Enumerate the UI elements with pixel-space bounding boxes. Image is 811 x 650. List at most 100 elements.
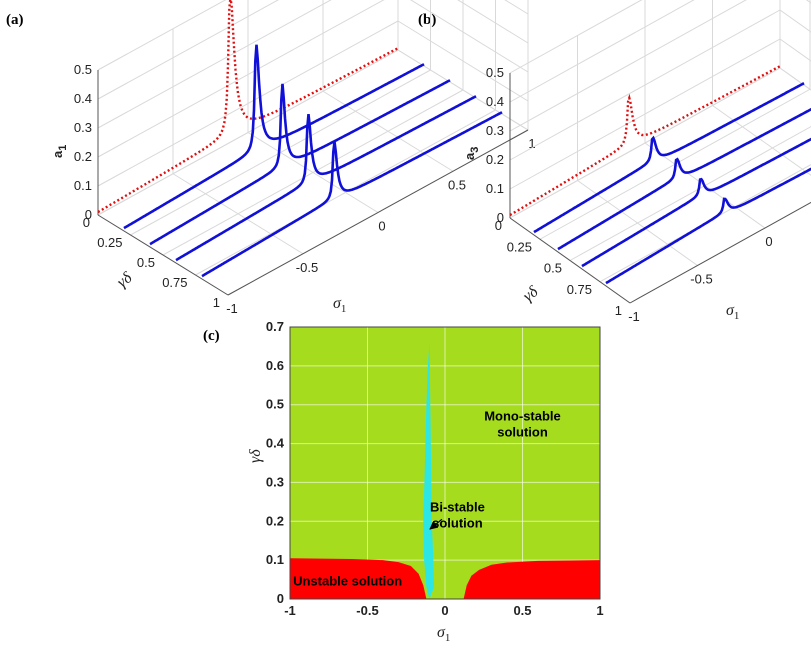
- x-tick-label: 0.5: [448, 177, 466, 192]
- side-wall-gridline: [410, 0, 529, 73]
- x-axis-label-sub: 1: [341, 303, 347, 315]
- y-tick-label: 0.2: [266, 513, 284, 528]
- response-curve: [557, 107, 811, 251]
- x-tick-label: -1: [226, 301, 238, 316]
- side-wall-gridline: [457, 0, 529, 44]
- side-wall-gridline: [805, 0, 811, 4]
- x-tick-label: -1: [284, 603, 296, 618]
- response-curve: [123, 44, 425, 230]
- y-tick-label: 0: [277, 591, 284, 606]
- back-wall-gridline: [509, 38, 781, 190]
- y-tick-label: 0.5: [137, 255, 155, 270]
- z-axis-label-main: a: [462, 152, 477, 160]
- z-tick-label: 0: [85, 207, 92, 222]
- y-tick-label: 0.6: [266, 358, 284, 373]
- y-tick-label: 0: [495, 218, 502, 233]
- floor-gridline: [130, 69, 431, 236]
- z-axis-label-main: a: [50, 150, 65, 158]
- floor-gridline: [195, 109, 496, 276]
- back-wall-gridline: [97, 0, 227, 71]
- back-wall-gridline: [97, 0, 332, 129]
- z-tick-label: 0.4: [74, 91, 92, 106]
- bi-stable-label-line2: solution: [432, 516, 483, 531]
- panel-a-label: (a): [6, 12, 24, 28]
- box-edge: [629, 201, 811, 304]
- unstable-region-right: [463, 560, 600, 599]
- x-axis-label-sub: 1: [734, 310, 740, 322]
- y-tick-label: 1: [213, 295, 220, 310]
- box-edge: [509, 217, 631, 304]
- floor-gridline: [509, 67, 781, 219]
- y-axis-label: γδ: [520, 283, 542, 305]
- z-tick-label: 0.1: [74, 178, 92, 193]
- x-axis-label-main: σ: [333, 295, 342, 312]
- floor-gridline: [629, 201, 811, 304]
- bi-stable-arrow: [429, 518, 443, 530]
- panel-c-stability-map: -1 -0.5 0 0.5 100.10.20.30.40.50.60.7σ1γδMon…: [247, 319, 604, 644]
- side-wall-gridline: [779, 38, 811, 62]
- y-tick-label: 0.4: [266, 436, 285, 451]
- back-wall-gridline: [509, 0, 643, 74]
- z-axis-label-sub: 3: [469, 147, 481, 153]
- response-curve: [581, 137, 811, 268]
- y-tick-label: 0.5: [544, 261, 562, 276]
- y-axis-label: γδ: [247, 449, 264, 463]
- back-wall-gridline: [509, 0, 695, 103]
- y-tick-label: 0: [83, 215, 90, 230]
- z-tick-label: 0.5: [486, 65, 504, 80]
- z-tick-label: 0.5: [74, 62, 92, 77]
- response-curve: [201, 111, 503, 278]
- x-axis-label-main: σ: [726, 302, 735, 319]
- response-curve: [533, 82, 805, 234]
- box-edge: [227, 129, 529, 296]
- x-tick-label: 1: [596, 603, 603, 618]
- response-curve: [175, 95, 477, 262]
- response-curve: [97, 0, 399, 214]
- bi-stable-region: [423, 342, 435, 599]
- back-wall-gridline: [97, 0, 280, 100]
- floor-gridline: [97, 49, 399, 216]
- y-tick-label: 0.1: [266, 552, 284, 567]
- x-axis-label-main: σ: [437, 624, 446, 641]
- panel-b-3d-plot: 00.10.20.30.40.500.250.50.751-1-0.500.51…: [462, 0, 811, 324]
- box-edge: [97, 214, 229, 296]
- floor-gridline: [779, 67, 811, 91]
- x-tick-label: -1: [628, 309, 640, 324]
- x-tick-label: 0: [441, 603, 448, 618]
- z-axis-label: a1: [50, 145, 69, 158]
- z-tick-label: 0.3: [74, 120, 92, 135]
- z-tick-label: 0.2: [486, 152, 504, 167]
- z-tick-label: 0.2: [74, 149, 92, 164]
- y-tick-label: 0.5: [266, 397, 284, 412]
- plot-frame: [289, 326, 601, 600]
- back-wall-gridline: [509, 0, 747, 132]
- x-tick-label: 1: [528, 136, 535, 151]
- unstable-label: Unstable solution: [293, 573, 402, 588]
- z-axis-label-sub: 1: [57, 145, 69, 151]
- panel-b-label: (b): [418, 12, 436, 28]
- floor-gridline: [569, 126, 811, 261]
- y-tick-label: 0.75: [567, 282, 592, 297]
- z-tick-label: 0.4: [486, 94, 504, 109]
- x-tick-label: 0: [765, 234, 772, 249]
- bi-stable-label-line1: Bi-stable: [430, 500, 485, 515]
- y-tick-label: 0.75: [162, 275, 187, 290]
- y-tick-label: 0.7: [266, 319, 284, 334]
- response-curve: [509, 65, 781, 217]
- floor-gridline: [599, 163, 811, 283]
- back-wall-gridline: [97, 20, 399, 187]
- x-axis-label: σ1: [726, 302, 739, 322]
- y-axis-label: γδ: [114, 269, 136, 291]
- x-tick-label: 0.5: [513, 603, 531, 618]
- side-wall-gridline: [504, 0, 529, 15]
- x-tick-label: -0.5: [690, 272, 712, 287]
- side-wall-gridline: [780, 0, 811, 8]
- side-wall-gridline: [397, 20, 529, 102]
- x-axis-label-sub: 1: [445, 632, 451, 644]
- response-curve: [149, 79, 451, 246]
- panel-a-3d-plot: 00.10.20.30.40.500.250.50.751 -1-0.500.51…: [50, 0, 536, 316]
- mono-stable-label-line1: Mono-stable: [484, 408, 561, 423]
- panel-c-label: (c): [203, 328, 220, 344]
- response-curve: [605, 167, 811, 285]
